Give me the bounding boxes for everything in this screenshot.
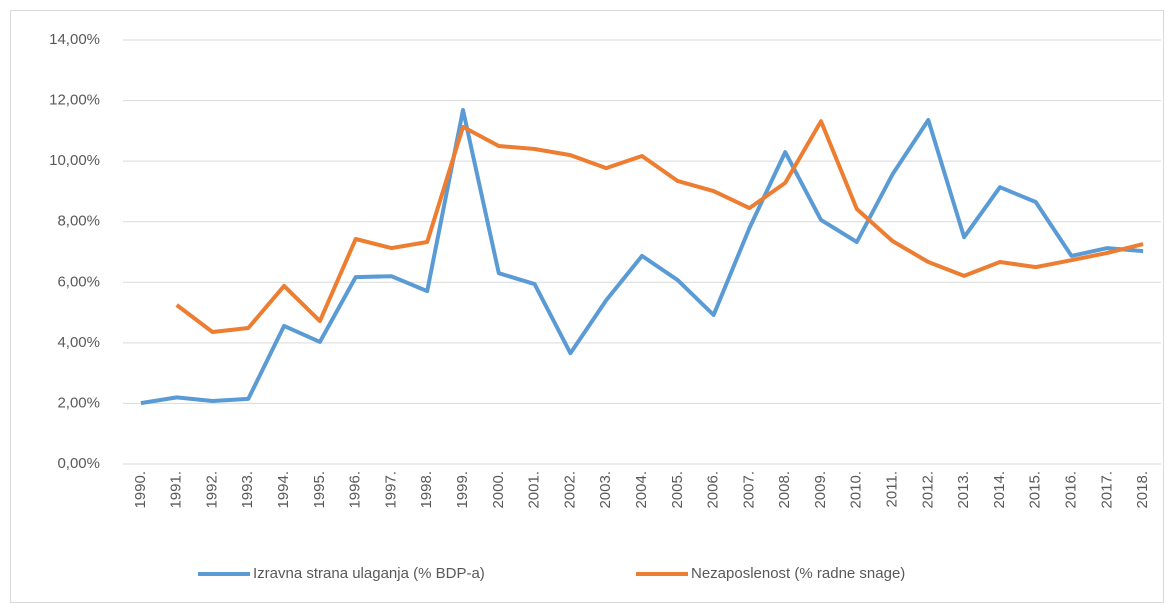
y-tick-label: 14,00% [49,31,100,48]
x-tick-label: 2015. [1027,471,1044,509]
x-tick-label: 2006. [705,471,722,509]
legend-label: Nezaposlenost (% radne snage) [691,565,905,582]
x-tick-label: 2016. [1062,471,1079,509]
x-tick-label: 2014. [991,471,1008,509]
series-line [175,119,1144,334]
y-tick-label: 6,00% [57,273,100,290]
y-tick-label: 2,00% [57,394,100,411]
x-tick-label: 1994. [275,471,292,509]
x-tick-label: 2010. [848,471,865,509]
x-tick-label: 2009. [812,471,829,509]
y-tick-label: 12,00% [49,92,100,109]
x-tick-label: 2007. [740,471,757,509]
y-tick-label: 0,00% [57,455,100,472]
x-tick-label: 2013. [955,471,972,509]
x-tick-label: 2002. [561,471,578,509]
legend-label: Izravna strana ulaganja (% BDP-a) [253,565,485,582]
x-tick-label: 2011. [884,471,901,507]
x-tick-label: 2008. [776,471,793,509]
x-tick-label: 2004. [633,471,650,509]
x-tick-label: 1997. [382,471,399,509]
x-tick-label: 1999. [454,471,471,509]
x-tick-label: 2000. [490,471,507,509]
chart-border [10,10,1164,603]
y-tick-label: 10,00% [49,152,100,169]
x-tick-label: 1998. [418,471,435,509]
x-tick-label: 2005. [669,471,686,509]
x-tick-label: 1992. [203,471,220,509]
x-tick-label: 2012. [919,471,936,509]
series-line [140,108,1144,406]
y-tick-label: 4,00% [57,334,100,351]
x-tick-label: 1990. [132,471,149,509]
x-tick-label: 2017. [1098,471,1115,509]
x-tick-label: 1993. [239,471,256,509]
x-tick-label: 1995. [311,471,328,509]
x-tick-label: 1996. [347,471,364,509]
x-tick-label: 1991. [168,471,185,509]
x-tick-label: 2001. [526,471,543,509]
x-tick-label: 2018. [1134,471,1151,509]
x-tick-label: 2003. [597,471,614,509]
y-tick-label: 8,00% [57,213,100,230]
